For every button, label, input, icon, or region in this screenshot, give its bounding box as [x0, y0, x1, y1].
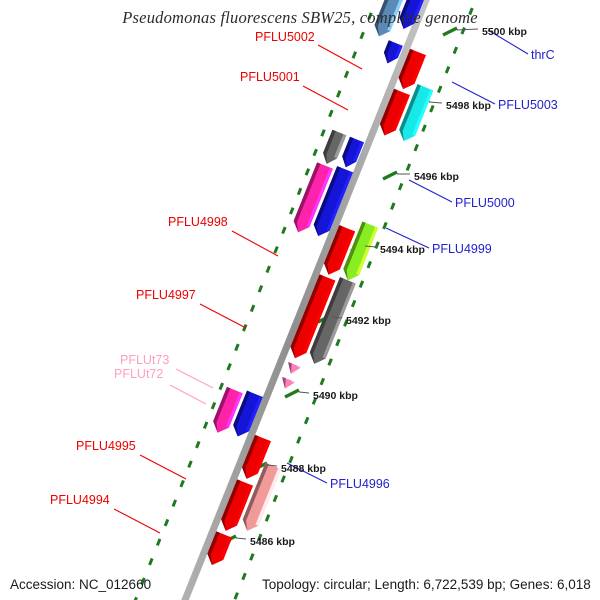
scale-tick-label: 5486 kbp: [250, 536, 295, 548]
gene-feature: [288, 362, 301, 374]
gene-feature: [293, 162, 333, 233]
scale-tick-label: 5494 kbp: [380, 244, 425, 256]
label-leader-lines: [113, 28, 529, 540]
gene-feature-layer: [207, 0, 434, 566]
gene-feature: [309, 277, 356, 364]
gene-label-pflu5003[interactable]: PFLU5003: [498, 98, 558, 112]
gene-feature: [213, 386, 243, 433]
gene-feature: [323, 129, 347, 165]
gene-feature: [290, 274, 336, 359]
gene-label-pflu5002[interactable]: PFLU5002: [255, 30, 315, 44]
gene-feature: [242, 462, 282, 531]
gene-feature: [342, 136, 364, 168]
genome-summary-text: Topology: circular; Length: 6,722,539 bp…: [262, 577, 591, 592]
gene-label-pflut72[interactable]: PFLUt72: [114, 367, 164, 381]
gene-feature: [313, 166, 353, 237]
scale-tick-label: 5490 kbp: [313, 390, 358, 402]
gene-label-pflu4997[interactable]: PFLU4997: [136, 288, 196, 302]
tick-rails: [133, 0, 474, 600]
gene-feature: [242, 434, 271, 479]
scale-tick-label: 5492 kbp: [346, 315, 391, 327]
gene-label-pflut73[interactable]: PFLUt73: [120, 353, 170, 367]
gene-feature: [324, 225, 356, 275]
gene-label-pflu5001[interactable]: PFLU5001: [240, 70, 300, 84]
gene-label-thrc[interactable]: thrC: [531, 48, 555, 62]
gene-label-pflu4999[interactable]: PFLU4999: [432, 242, 492, 256]
genome-axis-line: [181, 0, 430, 600]
gene-feature: [343, 221, 379, 281]
gene-feature: [398, 48, 426, 90]
accession-text: Accession: NC_012660: [10, 577, 152, 592]
gene-feature: [399, 84, 434, 142]
scale-tick-label: 5496 kbp: [414, 171, 459, 183]
scale-tick-label: 5488 kbp: [281, 463, 326, 475]
scale-tick-label: 5500 kbp: [482, 26, 527, 38]
gene-feature: [207, 531, 233, 566]
gene-feature: [221, 479, 253, 531]
gene-feature: [379, 88, 410, 136]
gene-feature: [233, 390, 263, 437]
gene-label-pflu4994[interactable]: PFLU4994: [50, 493, 110, 507]
gene-label-pflu4996[interactable]: PFLU4996: [330, 477, 390, 491]
gene-feature: [374, 0, 403, 37]
gene-label-pflu4995[interactable]: PFLU4995: [76, 439, 136, 453]
gene-feature: [282, 376, 295, 389]
gene-feature: [383, 40, 403, 64]
gene-label-pflu4998[interactable]: PFLU4998: [168, 215, 228, 229]
gene-label-pflu5000[interactable]: PFLU5000: [455, 196, 515, 210]
scale-tick-label: 5498 kbp: [446, 100, 491, 112]
gene-feature: [399, 0, 424, 29]
